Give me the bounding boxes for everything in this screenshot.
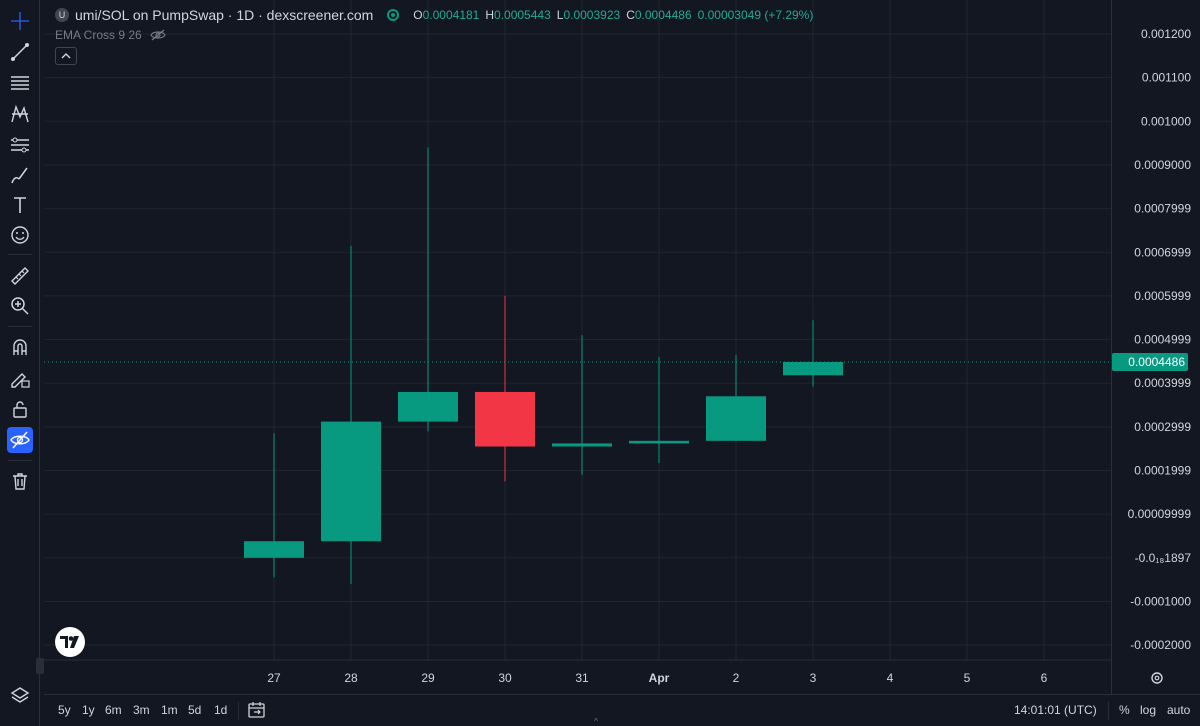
fib-retracement-icon[interactable] <box>7 70 33 96</box>
price-tick-label: 0.0005999 <box>1134 289 1191 303</box>
price-tick-label: 0.001100 <box>1142 71 1191 85</box>
price-axis[interactable]: 0.001200 0.001100 0.001000 0.0009000 0.00079… <box>1111 0 1200 694</box>
interval-1d[interactable]: 1d <box>214 703 228 717</box>
time-tick-label: 3 <box>810 671 817 685</box>
price-tick-label: 0.001000 <box>1141 114 1191 128</box>
price-tick-label: -0.0002000 <box>1130 638 1191 652</box>
bottom-divider <box>238 702 239 720</box>
drawing-toolbar <box>0 0 44 726</box>
price-tick-label: 0.00009999 <box>1128 507 1192 521</box>
time-tick-label: 6 <box>1041 671 1048 685</box>
price-tick-label: 0.0009000 <box>1134 158 1191 172</box>
log-scale-toggle[interactable]: log <box>1140 703 1157 717</box>
interval-6m[interactable]: 6m <box>105 703 122 717</box>
time-tick-label: 2 <box>733 671 740 685</box>
price-tick-label: 0.0007999 <box>1134 202 1191 216</box>
time-tick-label: 5 <box>964 671 971 685</box>
tradingview-logo-icon <box>60 636 79 648</box>
price-tick-label: 0.0006999 <box>1134 245 1191 259</box>
time-tick-label: Apr <box>649 671 670 685</box>
candlestick-chart[interactable]: 27 28 29 30 31 Apr 2 3 4 5 6 <box>44 0 1111 694</box>
time-tick-label: 28 <box>344 671 358 685</box>
price-tick-label: 0.0001999 <box>1134 464 1191 478</box>
time-tick-label: 4 <box>887 671 894 685</box>
interval-5d[interactable]: 5d <box>188 703 202 717</box>
toolbar-collapse-handle[interactable] <box>36 658 44 674</box>
text-icon[interactable] <box>7 192 33 218</box>
legend-collapse-button[interactable] <box>55 47 77 65</box>
lock-icon[interactable] <box>7 396 33 422</box>
interval-3m[interactable]: 3m <box>133 703 150 717</box>
price-tick-label: -0.0001000 <box>1130 594 1191 608</box>
chevron-up-icon <box>61 53 71 59</box>
gear-icon[interactable] <box>1151 672 1163 684</box>
chart-background <box>44 0 1111 694</box>
date-range-icon[interactable] <box>247 700 267 725</box>
time-tick-label: 31 <box>575 671 589 685</box>
time-tick-label: 29 <box>421 671 435 685</box>
brush-icon[interactable] <box>7 162 33 188</box>
prediction-icon[interactable] <box>7 132 33 158</box>
pattern-icon[interactable] <box>7 101 33 127</box>
candle-body <box>398 391 458 422</box>
price-tick-label: 0.0002999 <box>1134 420 1191 434</box>
price-tick-label: -0.0₁₈1897 <box>1135 551 1192 565</box>
emoji-icon[interactable] <box>7 222 33 248</box>
current-price-label-bg <box>1112 352 1188 371</box>
candle-body <box>475 391 535 447</box>
ohlc-low: L0.0003923 <box>556 8 621 22</box>
lock-pencil-icon[interactable] <box>7 365 33 391</box>
utc-clock[interactable]: 14:01:01 (UTC) <box>1014 703 1097 717</box>
market-status-icon <box>387 9 400 21</box>
tradingview-logo[interactable] <box>55 627 85 657</box>
chart-legend: U umi/SOL on PumpSwap · 1D · dexscreener… <box>55 6 813 24</box>
interval-1y[interactable]: 1y <box>82 703 95 717</box>
ohlc-close: C0.0004486 <box>626 8 692 22</box>
ohlc-open: O0.0004181 <box>413 8 480 22</box>
percent-scale-toggle[interactable]: % <box>1119 703 1130 717</box>
price-tick-label: 0.0004999 <box>1134 333 1191 347</box>
layers-icon[interactable] <box>7 683 33 709</box>
candle-body <box>244 541 304 558</box>
bottom-divider <box>1108 702 1109 720</box>
trend-line-icon[interactable] <box>7 39 33 65</box>
hide-drawings-icon[interactable] <box>7 427 33 453</box>
interval-1m[interactable]: 1m <box>161 703 178 717</box>
symbol-badge: U <box>55 8 69 22</box>
candle-body <box>706 396 766 441</box>
magnet-icon[interactable] <box>7 334 33 360</box>
zoom-in-icon[interactable] <box>7 293 33 319</box>
bottom-toolbar: 5y 1y 6m 3m 1m 5d 1d ^ 14:01:01 (UTC) % … <box>44 694 1200 726</box>
time-tick-label: 27 <box>267 671 281 685</box>
price-change: 0.00003049 (+7.29%) <box>697 8 814 22</box>
candle-body <box>321 421 381 542</box>
candle-body <box>552 443 612 447</box>
toolbar-divider <box>8 326 32 327</box>
chart-title[interactable]: umi/SOL on PumpSwap · 1D · dexscreener.c… <box>75 7 374 23</box>
indicator-legend[interactable]: EMA Cross 9 26 <box>55 27 166 43</box>
auto-scale-toggle[interactable]: auto <box>1167 703 1191 717</box>
indicator-name[interactable]: EMA Cross 9 26 <box>55 28 142 42</box>
scroll-up-icon[interactable]: ^ <box>594 717 598 726</box>
crosshair-icon[interactable] <box>7 8 33 34</box>
current-price-label: 0.0004486 <box>1128 355 1185 369</box>
time-tick-label: 30 <box>498 671 512 685</box>
candle-body <box>629 440 689 444</box>
trash-icon[interactable] <box>7 468 33 494</box>
price-tick-label: 0.001200 <box>1141 27 1191 41</box>
ohlc-high: H0.0005443 <box>485 8 551 22</box>
candle-body <box>783 361 843 376</box>
price-tick-label: 0.0003999 <box>1134 376 1191 390</box>
toolbar-divider <box>8 460 32 461</box>
toolbar-divider <box>8 254 32 255</box>
eye-off-icon[interactable] <box>150 29 166 41</box>
ruler-icon[interactable] <box>7 263 33 289</box>
interval-5y[interactable]: 5y <box>58 703 71 717</box>
